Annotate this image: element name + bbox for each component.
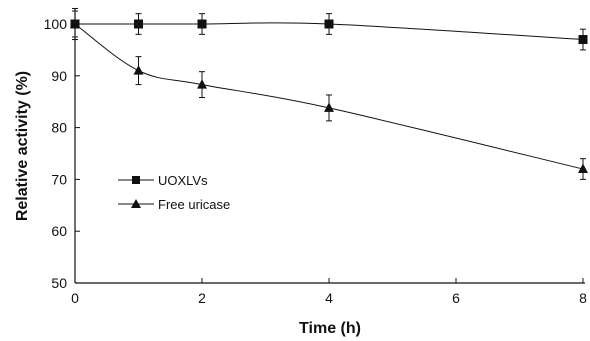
plot-area — [70, 7, 588, 180]
data-point-triangle — [133, 65, 144, 75]
legend-label-uoxlvs: UOXLVs — [158, 173, 208, 188]
legend: UOXLVs Free uricase — [118, 173, 230, 212]
x-axis-title: Time (h) — [299, 320, 361, 337]
series-uoxlvs — [70, 10, 588, 51]
data-point-triangle — [197, 79, 207, 89]
y-tick-label: 60 — [51, 223, 67, 239]
series-line-free-uricase — [74, 23, 584, 170]
x-tick-label: 0 — [71, 290, 79, 306]
legend-marker-triangle — [131, 199, 141, 208]
y-tick-label: 50 — [51, 275, 67, 291]
data-point-square — [134, 19, 143, 29]
y-axis-title: Relative activity (%) — [14, 71, 31, 221]
series-free-uricase — [70, 7, 588, 180]
tick-labels: 0 2 4 6 8 50 60 70 80 90 100 — [44, 16, 587, 306]
y-tick-label: 90 — [51, 68, 67, 84]
data-point-triangle — [578, 163, 588, 174]
legend-label-free-uricase: Free uricase — [158, 197, 230, 212]
legend-item-free-uricase: Free uricase — [118, 197, 230, 212]
data-point-square — [197, 19, 207, 29]
legend-item-uoxlvs: UOXLVs — [118, 173, 208, 188]
axes — [74, 8, 585, 284]
x-tick-label: 8 — [579, 290, 587, 306]
data-point-square — [578, 35, 588, 45]
y-tick-label: 100 — [44, 16, 68, 32]
x-tick-label: 6 — [452, 290, 460, 306]
data-point-square — [324, 19, 334, 29]
y-tick-label: 70 — [51, 171, 67, 187]
legend-marker-square — [132, 176, 140, 184]
data-point-triangle — [70, 18, 80, 28]
ticks — [74, 23, 584, 284]
x-tick-label: 4 — [325, 290, 333, 306]
data-point-triangle — [324, 102, 334, 112]
x-tick-label: 2 — [198, 290, 206, 306]
y-tick-label: 80 — [51, 120, 67, 136]
